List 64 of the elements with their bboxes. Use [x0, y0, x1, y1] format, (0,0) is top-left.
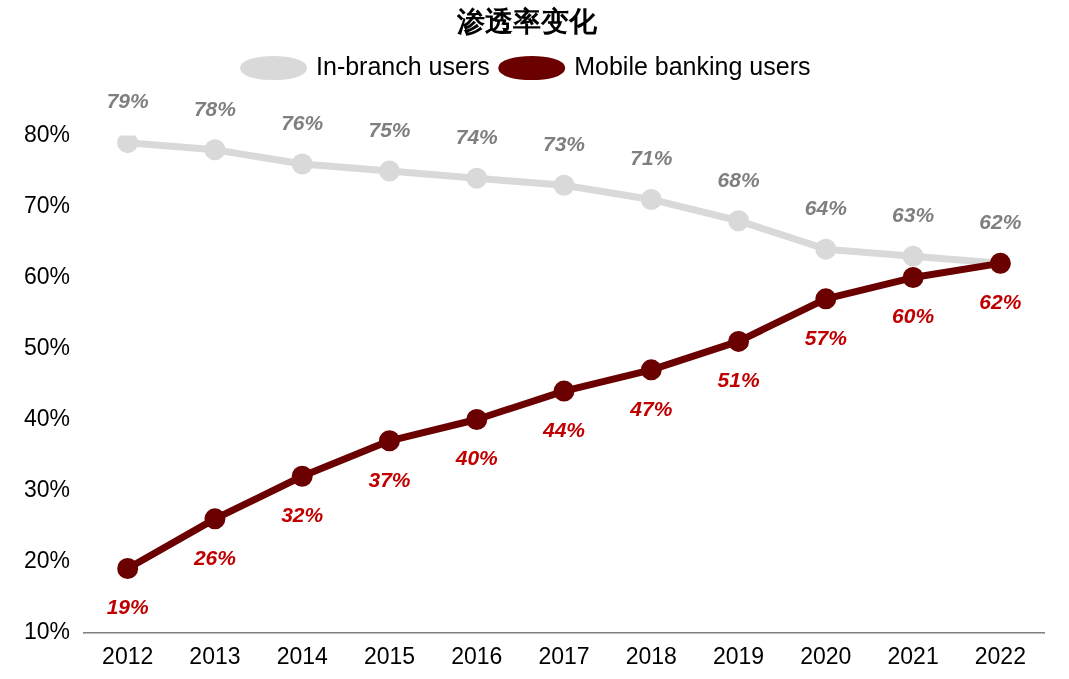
x-tick-label: 2013	[189, 642, 241, 669]
x-tick-label: 2012	[102, 642, 154, 669]
point	[378, 160, 400, 182]
point	[291, 465, 313, 487]
point	[640, 188, 662, 210]
data-label: 44%	[542, 417, 586, 441]
point	[553, 380, 575, 402]
y-tick-label: 30%	[23, 475, 71, 502]
point	[204, 139, 226, 161]
point	[378, 430, 400, 452]
point	[815, 238, 837, 260]
point	[902, 267, 924, 289]
point	[204, 508, 226, 530]
point	[640, 359, 662, 381]
x-tick-label: 2020	[800, 642, 852, 669]
point	[117, 558, 139, 580]
y-tick-label: 60%	[23, 262, 71, 289]
data-label: 64%	[804, 195, 848, 219]
data-label: 79%	[106, 89, 150, 113]
chart-title: 渗透率变化	[456, 5, 598, 37]
x-tick-label: 2021	[887, 642, 939, 669]
data-label: 62%	[979, 290, 1022, 314]
point	[815, 288, 837, 310]
data-label: 73%	[543, 132, 586, 156]
point	[553, 174, 575, 196]
data-label: 57%	[804, 325, 848, 349]
y-tick-label: 10%	[23, 617, 71, 644]
legend-label: In-branch users	[316, 51, 490, 80]
x-tick-label: 2022	[974, 642, 1026, 669]
data-label: 47%	[629, 396, 673, 420]
x-tick-label: 2019	[712, 642, 765, 669]
y-tick-label: 70%	[23, 191, 71, 218]
data-label: 74%	[455, 124, 499, 148]
data-label: 19%	[106, 595, 150, 619]
y-tick-label: 20%	[23, 546, 71, 573]
data-label: 32%	[281, 503, 324, 527]
x-tick-label: 2015	[363, 642, 416, 669]
point	[466, 408, 488, 430]
data-label: 76%	[281, 110, 324, 134]
point	[728, 210, 750, 232]
data-label: 60%	[892, 304, 935, 328]
data-label: 68%	[717, 167, 760, 191]
point	[291, 153, 313, 175]
point	[728, 330, 750, 352]
y-tick-label: 40%	[23, 404, 71, 431]
x-tick-label: 2014	[276, 642, 328, 669]
data-label: 37%	[368, 467, 411, 491]
point	[466, 167, 488, 189]
y-tick-label: 80%	[23, 120, 71, 147]
y-tick-label: 50%	[23, 333, 71, 360]
data-label: 51%	[717, 368, 760, 392]
x-tick-label: 2018	[625, 642, 677, 669]
x-tick-label: 2016	[451, 642, 503, 669]
data-label: 40%	[454, 446, 499, 470]
data-label: 63%	[892, 203, 935, 227]
data-label: 78%	[193, 96, 237, 120]
x-tick-label: 2017	[538, 642, 590, 669]
point	[902, 245, 924, 267]
data-label: 62%	[979, 210, 1022, 234]
legend-label: Mobile banking users	[574, 51, 811, 80]
data-label: 26%	[192, 545, 237, 569]
data-label: 71%	[630, 146, 673, 170]
data-label: 75%	[368, 117, 411, 141]
point	[117, 135, 139, 154]
